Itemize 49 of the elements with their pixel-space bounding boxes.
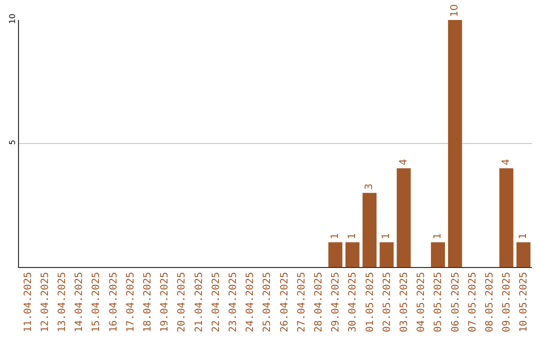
x-tick-label: 19.04.2025 <box>160 272 171 332</box>
x-tick-label: 28.04.2025 <box>314 272 324 332</box>
x-tick-label: 21.04.2025 <box>194 272 205 332</box>
x-tick-label: 06.05.2025 <box>450 272 462 332</box>
x-tick-label: 08.05.2025 <box>484 272 496 332</box>
data-label: 1 <box>346 232 358 240</box>
x-tick-label: 15.04.2025 <box>91 272 102 332</box>
x-tick-label: 11.04.2025 <box>22 272 34 332</box>
x-tick-label: 13.04.2025 <box>57 272 68 332</box>
x-tick-label: 25.04.2025 <box>262 272 274 332</box>
x-tick-label: 29.04.2025 <box>330 272 342 332</box>
x-tick-label: 04.05.2025 <box>416 272 428 332</box>
x-tick-label: 16.04.2025 <box>108 272 120 332</box>
x-tick-label: 18.04.2025 <box>142 272 154 332</box>
bar <box>448 20 462 267</box>
x-tick-label: 22.04.2025 <box>210 272 222 332</box>
bar <box>430 242 445 267</box>
data-label: 4 <box>398 158 410 166</box>
x-tick-label: 20.04.2025 <box>176 272 188 332</box>
y-tick-label: 5 <box>8 140 17 145</box>
x-tick-label: 27.04.2025 <box>296 272 308 332</box>
x-tick-label: 05.05.2025 <box>433 272 444 332</box>
bar <box>345 242 360 267</box>
x-tick-label: 26.04.2025 <box>279 272 290 332</box>
x-tick-label: 23.04.2025 <box>228 272 239 332</box>
x-tick-label: 14.04.2025 <box>74 272 86 332</box>
data-label: 10 <box>450 4 461 17</box>
x-tick-label: 17.04.2025 <box>125 272 136 332</box>
bar <box>396 168 411 267</box>
bar <box>499 168 514 267</box>
x-tick-label: 02.05.2025 <box>382 272 393 332</box>
data-label: 1 <box>381 232 392 240</box>
data-label: 1 <box>330 232 341 240</box>
x-tick-label: 10.05.2025 <box>518 272 530 332</box>
data-label: 4 <box>500 158 512 166</box>
data-label: 1 <box>432 232 444 240</box>
x-tick-label: 24.04.2025 <box>245 272 256 332</box>
x-tick-label: 03.05.2025 <box>399 272 410 332</box>
x-tick-label: 30.04.2025 <box>348 272 359 332</box>
bar <box>328 242 342 267</box>
x-tick-label: 07.05.2025 <box>467 272 478 332</box>
data-label: 1 <box>518 232 529 240</box>
bar <box>516 242 530 267</box>
bar <box>362 192 377 267</box>
data-label: 3 <box>364 184 376 190</box>
x-tick-label: 09.05.2025 <box>502 272 513 332</box>
x-tick-label: 12.04.2025 <box>40 272 51 332</box>
bar <box>380 242 394 267</box>
x-tick-label: 01.05.2025 <box>364 272 376 332</box>
